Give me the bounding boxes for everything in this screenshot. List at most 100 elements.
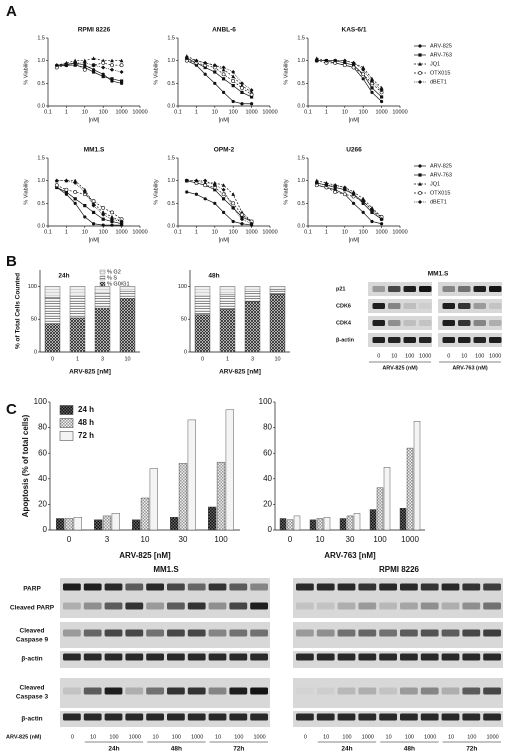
legend-swatch — [59, 431, 74, 441]
x-tick-label: 100 — [359, 229, 368, 235]
marker — [91, 199, 96, 203]
marker — [101, 217, 105, 221]
marker — [73, 190, 78, 194]
bar — [346, 515, 354, 531]
marker — [73, 197, 77, 201]
blot-band — [403, 320, 416, 326]
marker — [101, 210, 106, 214]
marker — [185, 190, 189, 194]
bar-segment — [94, 286, 111, 294]
blot-band — [125, 687, 144, 695]
marker — [110, 58, 114, 63]
marker — [361, 65, 366, 70]
blot-band — [442, 286, 455, 292]
blot-band — [442, 303, 455, 309]
legend-label: % G0/G1 — [107, 281, 130, 287]
blot-band — [146, 653, 164, 661]
lane-label: 0 — [447, 353, 450, 359]
marker — [82, 58, 87, 63]
legend-label: JQ1 — [430, 181, 440, 187]
blot-band — [125, 602, 144, 610]
blot-band — [208, 602, 227, 610]
x-tick-label: 1 — [65, 229, 68, 235]
marker — [55, 185, 59, 190]
marker — [213, 70, 217, 74]
marker — [120, 79, 124, 83]
blot-band — [316, 687, 335, 695]
bar — [131, 519, 141, 531]
y-tick-label: 0 — [184, 349, 187, 355]
group-label: ARV-763 (nM) — [452, 365, 488, 371]
blot-band — [441, 653, 460, 661]
blot-band — [316, 713, 335, 721]
chart-title: OPM-2 — [214, 147, 235, 154]
bar — [216, 461, 226, 531]
blot-band — [489, 320, 502, 326]
lane-label: 10 — [386, 734, 392, 740]
x-tick-label: 1 — [195, 229, 198, 235]
blot-band — [296, 583, 314, 591]
marker — [83, 204, 87, 208]
bar — [187, 419, 197, 531]
marker — [64, 63, 69, 68]
marker — [380, 99, 384, 104]
blot-band — [83, 687, 102, 695]
y-tick-label: 0.5 — [297, 81, 305, 87]
y-tick-label: 1.5 — [37, 155, 45, 161]
bar-segment — [269, 289, 286, 295]
time-label: 72h — [233, 746, 244, 753]
x-tick-label: 0 — [288, 535, 293, 544]
x-axis-label: [nM] — [349, 117, 360, 123]
legend-label: ARV-763 — [430, 52, 452, 58]
legend-marker — [418, 44, 422, 48]
x-tick-label: 1000 — [375, 229, 387, 235]
marker — [213, 81, 217, 85]
marker — [54, 178, 59, 183]
y-tick-label: 20 — [38, 500, 47, 509]
y-axis-label: % Viability — [283, 179, 289, 205]
y-tick-label: 0 — [43, 525, 48, 534]
blot-band — [458, 337, 471, 343]
marker — [351, 201, 356, 205]
treatment-label: ARV-825 (nM) — [6, 734, 42, 740]
marker — [91, 210, 96, 214]
bar — [93, 519, 103, 531]
marker — [221, 65, 226, 70]
y-tick-label: 50 — [181, 317, 187, 323]
y-tick-label: 60 — [38, 448, 47, 457]
marker — [203, 60, 208, 65]
blot-band — [125, 713, 144, 721]
marker — [231, 84, 235, 88]
marker — [221, 192, 226, 197]
blot-band — [146, 583, 164, 591]
legend-label: % S — [107, 275, 117, 281]
bar-segment — [69, 317, 86, 353]
y-tick-label: 0.5 — [297, 201, 305, 207]
x-tick-label: 1000 — [115, 109, 127, 115]
marker — [231, 192, 236, 196]
legend-marker — [418, 80, 422, 84]
blot-band — [458, 303, 471, 309]
marker — [231, 219, 235, 224]
bar-segment — [194, 296, 211, 315]
marker — [351, 65, 356, 70]
blot-band — [250, 687, 268, 695]
blot-band — [187, 629, 206, 637]
blot-band — [63, 687, 81, 695]
marker — [351, 190, 356, 194]
legend-label: dBET1 — [430, 79, 447, 85]
marker — [370, 210, 374, 214]
marker — [351, 60, 356, 65]
blot-band — [337, 713, 356, 721]
y-tick-label: 1.5 — [297, 155, 305, 161]
legend-label: 24 h — [78, 405, 94, 414]
legend-marker — [418, 62, 422, 66]
blot-band — [104, 583, 123, 591]
marker — [231, 79, 236, 83]
legend-marker — [418, 71, 422, 75]
x-tick-label: 100 — [99, 109, 108, 115]
time-label: 72h — [466, 746, 477, 753]
marker — [203, 65, 207, 70]
marker — [91, 222, 96, 226]
blot-band — [104, 653, 123, 661]
